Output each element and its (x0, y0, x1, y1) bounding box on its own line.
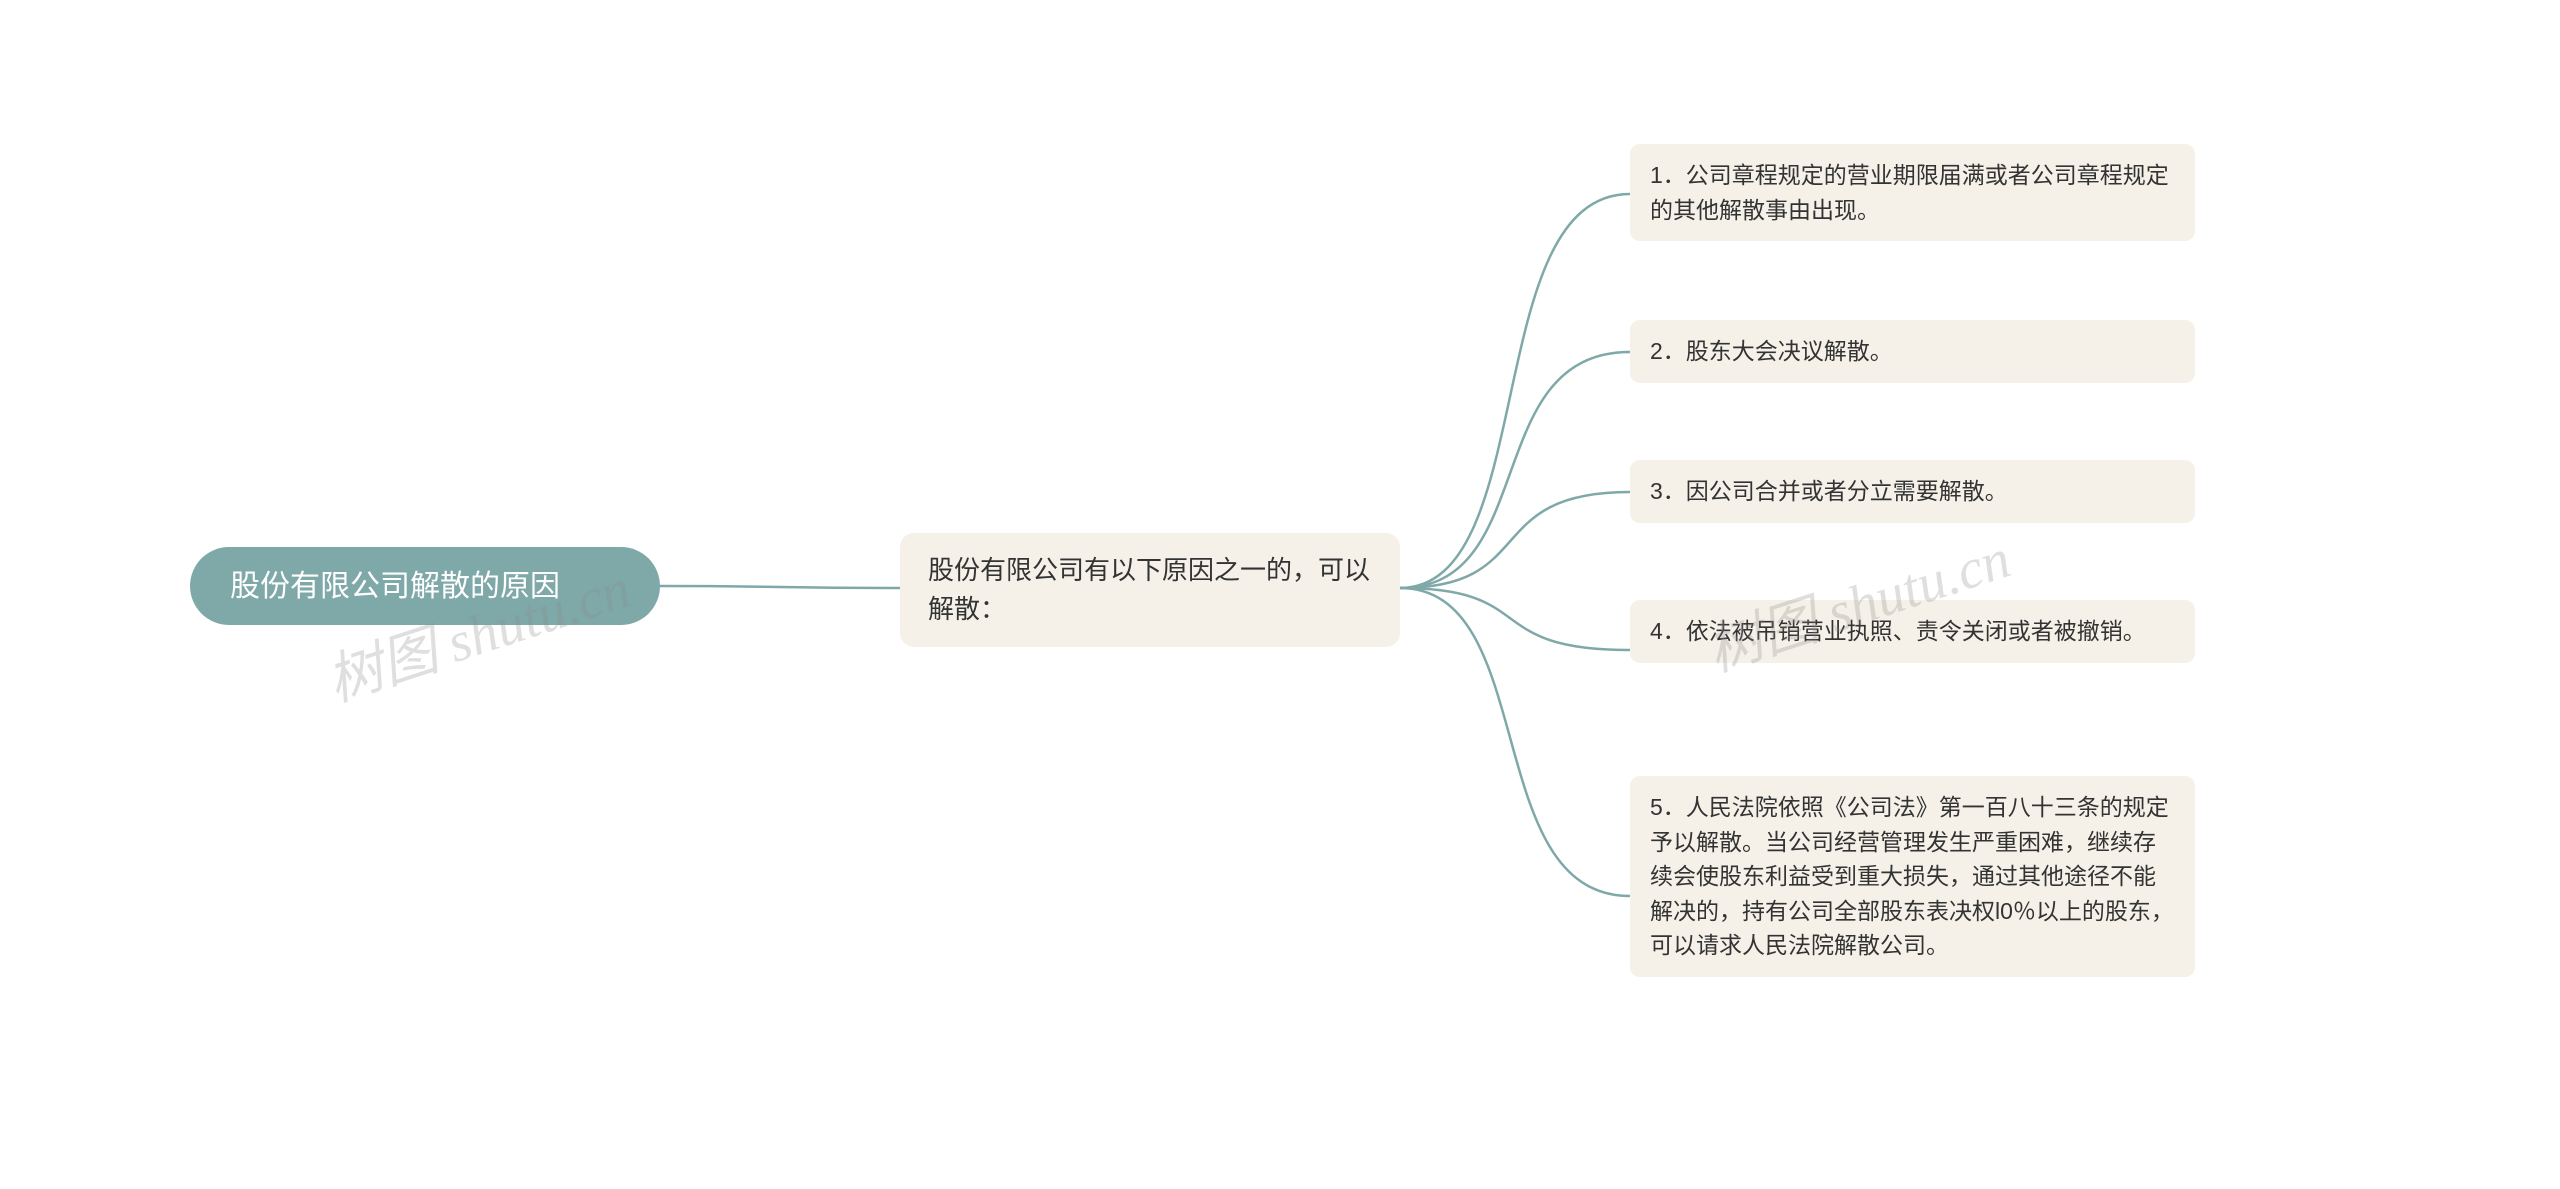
leaf-node-1[interactable]: 1．公司章程规定的营业期限届满或者公司章程规定的其他解散事由出现。 (1630, 144, 2195, 241)
root-node-label: 股份有限公司解散的原因 (230, 564, 560, 609)
leaf-node-label: 5．人民法院依照《公司法》第一百八十三条的规定予以解散。当公司经营管理发生严重困… (1650, 790, 2175, 963)
leaf-node-4[interactable]: 4．依法被吊销营业执照、责令关闭或者被撤销。 (1630, 600, 2195, 663)
edge-mid-leaf-2 (1400, 352, 1630, 588)
mindmap-canvas: 股份有限公司解散的原因 股份有限公司有以下原因之一的，可以解散： 1．公司章程规… (0, 0, 2560, 1189)
leaf-node-label: 3．因公司合并或者分立需要解散。 (1650, 474, 2008, 509)
mid-node[interactable]: 股份有限公司有以下原因之一的，可以解散： (900, 533, 1400, 647)
edge-mid-leaf-5 (1400, 588, 1630, 896)
edge-mid-leaf-1 (1400, 194, 1630, 588)
leaf-node-label: 2．股东大会决议解散。 (1650, 334, 1893, 369)
edge-root-mid (660, 586, 900, 588)
leaf-node-label: 1．公司章程规定的营业期限届满或者公司章程规定的其他解散事由出现。 (1650, 158, 2175, 227)
leaf-node-3[interactable]: 3．因公司合并或者分立需要解散。 (1630, 460, 2195, 523)
root-node[interactable]: 股份有限公司解散的原因 (190, 547, 660, 625)
mid-node-label: 股份有限公司有以下原因之一的，可以解散： (928, 551, 1372, 629)
leaf-node-label: 4．依法被吊销营业执照、责令关闭或者被撤销。 (1650, 614, 2146, 649)
leaf-node-5[interactable]: 5．人民法院依照《公司法》第一百八十三条的规定予以解散。当公司经营管理发生严重困… (1630, 776, 2195, 977)
edge-mid-leaf-3 (1400, 492, 1630, 588)
edge-mid-leaf-4 (1400, 588, 1630, 650)
leaf-node-2[interactable]: 2．股东大会决议解散。 (1630, 320, 2195, 383)
